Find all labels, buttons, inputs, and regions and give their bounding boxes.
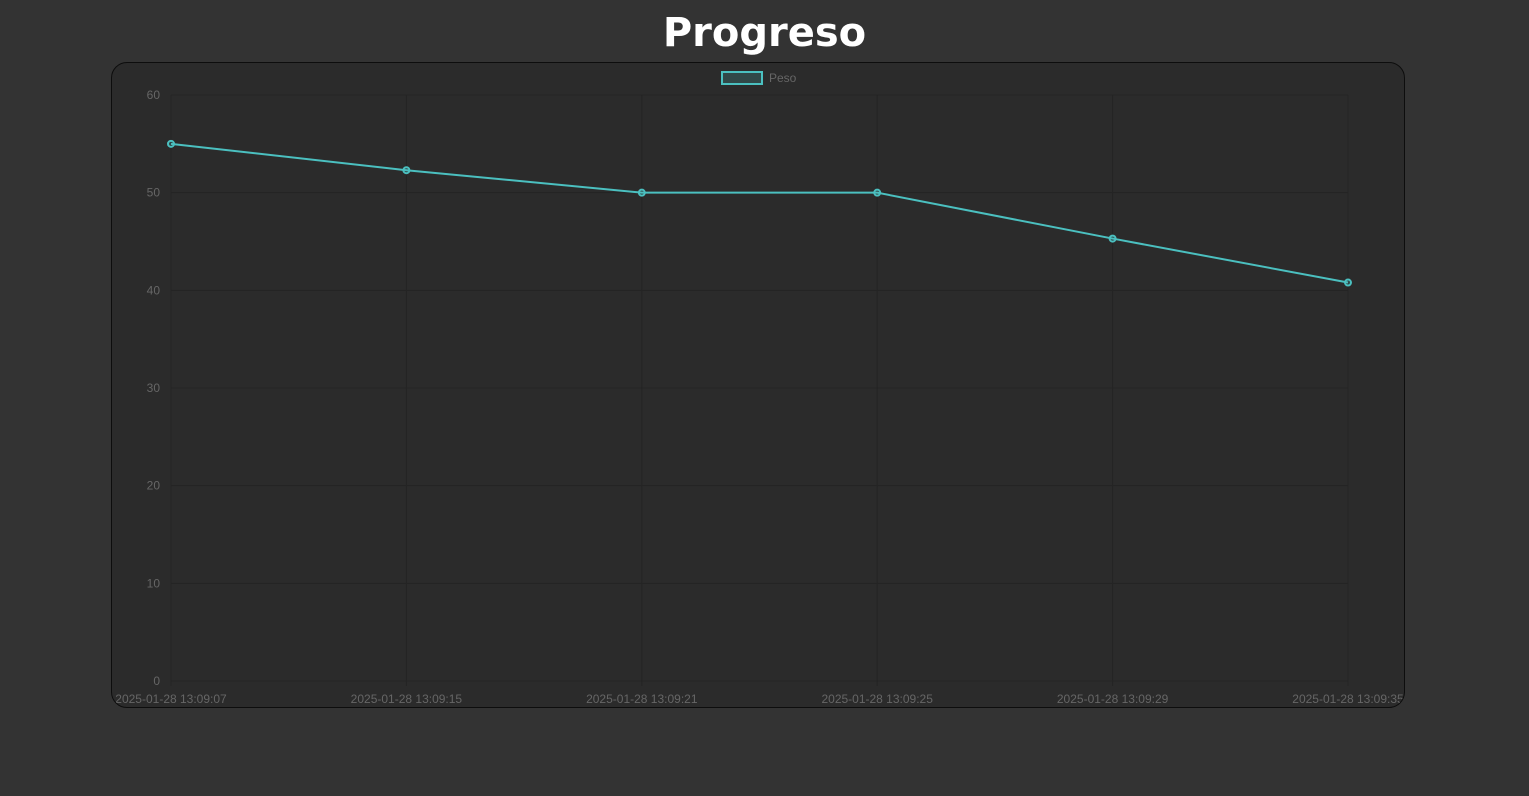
x-tick-label: 2025-01-28 13:09:15 <box>351 692 463 706</box>
x-tick-label: 2025-01-28 13:09:07 <box>115 692 227 706</box>
y-tick-label: 10 <box>147 576 161 590</box>
y-tick-label: 30 <box>147 381 161 395</box>
y-tick-label: 60 <box>147 88 161 102</box>
x-tick-label: 2025-01-28 13:09:35 <box>1292 692 1404 706</box>
data-point[interactable] <box>403 167 409 173</box>
legend-label[interactable]: Peso <box>769 71 797 85</box>
y-tick-label: 50 <box>147 186 161 200</box>
page-title: Progreso <box>0 8 1529 58</box>
chart-card: 0 10 20 30 40 50 60 2025-01-28 13:09:07 2025-01… <box>111 62 1405 708</box>
y-tick-label: 40 <box>147 283 161 297</box>
legend-swatch[interactable] <box>722 72 762 84</box>
y-tick-label: 20 <box>147 479 161 493</box>
x-tick-label: 2025-01-28 13:09:21 <box>586 692 698 706</box>
series-line-1 <box>171 144 1348 283</box>
data-point[interactable] <box>874 190 880 196</box>
series-layer <box>168 141 1351 286</box>
data-point[interactable] <box>639 190 645 196</box>
x-tick-label: 2025-01-28 13:09:25 <box>821 692 933 706</box>
data-point[interactable] <box>1345 280 1351 286</box>
grid-lines <box>171 95 1348 686</box>
y-tick-label: 0 <box>153 674 160 688</box>
data-point[interactable] <box>1110 236 1116 242</box>
x-tick-label: 2025-01-28 13:09:29 <box>1057 692 1169 706</box>
y-axis-ticks: 0 10 20 30 40 50 60 <box>147 88 161 688</box>
legend[interactable]: Peso <box>722 71 797 85</box>
x-axis-ticks: 2025-01-28 13:09:07 2025-01-28 13:09:15 20… <box>115 692 1404 706</box>
data-point[interactable] <box>168 141 174 147</box>
